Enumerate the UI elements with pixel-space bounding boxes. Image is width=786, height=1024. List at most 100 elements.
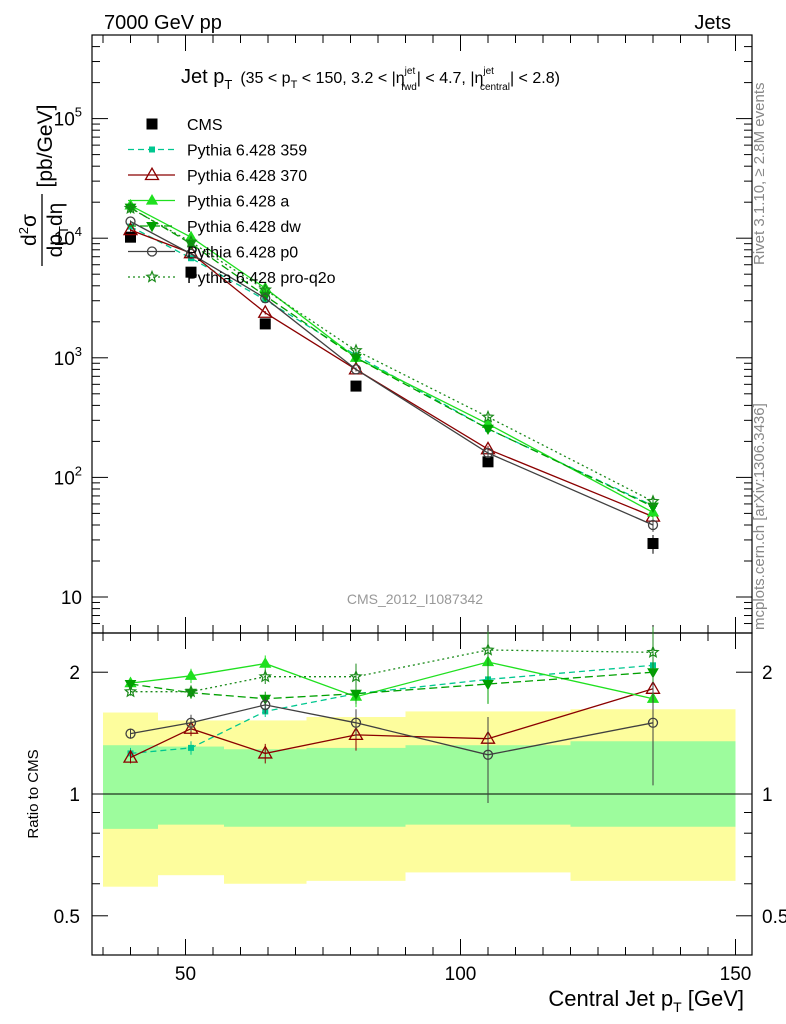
- ratio-point-pythia-6-428-pro-q2o: [184, 684, 198, 698]
- point-pythia-6-428-p0: [185, 248, 197, 259]
- main-ytick-label: 104: [54, 224, 82, 250]
- point-pythia-6-428-p0: [647, 519, 659, 531]
- point-pythia-6-428-pro-q2o: [184, 234, 198, 248]
- point-pythia-6-428-pro-q2o: [481, 409, 495, 423]
- xtick-label: 150: [720, 964, 752, 985]
- ratio-point-pythia-6-428-a: [184, 669, 198, 680]
- ratio-point-pythia-6-428-p0: [125, 728, 136, 739]
- ratio-line-pythia-6-428-p0: [130, 704, 654, 756]
- svg-text:d2σ: d2σ: [16, 214, 41, 246]
- ratio-point-pythia-6-428-359: [188, 744, 194, 751]
- legend-marker-pythia-6-428-a: [145, 193, 159, 205]
- point-cms: [125, 231, 136, 243]
- ratio-point-pythia-6-428-dw: [482, 680, 494, 691]
- ratio-line-pythia-6-428-359: [130, 664, 654, 755]
- legend-label-pythia-6-428-a: Pythia 6.428 a: [187, 194, 289, 211]
- ratio-line-pythia-6-428-dw: [130, 671, 654, 700]
- ratio-point-pythia-6-428-a: [259, 657, 272, 668]
- point-pythia-6-428-pro-q2o: [646, 494, 660, 508]
- legend-marker-pythia-6-428-pro-q2o: [145, 269, 159, 283]
- legend-label-pythia-6-428-p0: Pythia 6.428 p0: [187, 245, 298, 262]
- point-pythia-6-428-p0: [260, 293, 271, 304]
- point-pythia-6-428-dw: [482, 424, 494, 435]
- legend-label-pythia-6-428-pro-q2o: Pythia 6.428 pro-q2o: [187, 270, 336, 287]
- main-ytick-label: 10: [61, 588, 82, 609]
- legend-marker-pythia-6-428-dw: [146, 222, 158, 233]
- line-pythia-6-428-359: [130, 226, 654, 507]
- ratio-point-pythia-6-428-pro-q2o: [123, 684, 138, 698]
- axes: 10 102 103 104 105 0.5 0.5 1 1 2 2 50 100 150: [54, 34, 786, 985]
- legend-marker-pythia-6-428-370: [144, 166, 160, 181]
- legend-label-cms: CMS: [187, 117, 223, 134]
- point-cms: [647, 538, 659, 550]
- point-pythia-6-428-p0: [350, 364, 362, 375]
- main-ytick-label: 105: [54, 105, 82, 131]
- legend-label-pythia-6-428-359: Pythia 6.428 359: [187, 143, 307, 160]
- legend: CMS Pythia 6.428 359 Pythia 6.428 370 Pythi…: [128, 117, 336, 287]
- legend-marker-pythia-6-428-359: [149, 146, 155, 153]
- chart-title: Jet pT (35 < pT < 150, 3.2 < |ηjet fwd| < …: [181, 66, 560, 93]
- ratio-ytick-label-right: 1: [762, 785, 773, 806]
- ratio-point-pythia-6-428-pro-q2o: [349, 669, 363, 683]
- ratio-ytick-label-right: 0.5: [762, 907, 786, 928]
- point-pythia-6-428-pro-q2o: [123, 201, 138, 214]
- ratio-point-pythia-6-428-p0: [350, 717, 362, 728]
- line-pythia-6-428-a: [130, 204, 654, 513]
- line-pythia-6-428-dw: [130, 207, 654, 508]
- main-series: [122, 198, 661, 554]
- ratio-point-pythia-6-428-370: [183, 720, 199, 734]
- ratio-point-pythia-6-428-370: [348, 726, 364, 741]
- point-cms: [482, 456, 494, 468]
- main-ytick-label: 102: [54, 463, 82, 489]
- main-ytick-label: 103: [54, 344, 82, 370]
- legend-label-pythia-6-428-dw: Pythia 6.428 dw: [187, 219, 301, 236]
- ratio-line-pythia-6-428-pro-q2o: [130, 649, 654, 693]
- watermark: CMS_2012_I1087342: [347, 591, 483, 607]
- ratio-ytick-label-right: 2: [762, 663, 773, 684]
- point-pythia-6-428-p0: [482, 447, 494, 459]
- xtick-label: 50: [175, 964, 196, 985]
- svg-text:dpTdη: dpTdη: [44, 203, 71, 258]
- legend-label-pythia-6-428-370: Pythia 6.428 370: [187, 168, 307, 185]
- ratio-ylabel: Ratio to CMS: [25, 749, 42, 838]
- ratio-point-pythia-6-428-p0: [482, 749, 494, 760]
- ratio-point-pythia-6-428-pro-q2o: [258, 669, 273, 683]
- band-inner-3: [306, 747, 406, 827]
- mcplots-label: mcplots.cern.ch [arXiv:1306.3436]: [751, 403, 768, 630]
- ratio-ytick-label: 0.5: [54, 907, 80, 928]
- point-pythia-6-428-pro-q2o: [349, 343, 363, 357]
- ratio-series: [122, 626, 661, 804]
- ratio-point-pythia-6-428-370: [122, 749, 139, 763]
- header-right: Jets: [694, 12, 731, 34]
- point-pythia-6-428-370: [122, 221, 139, 236]
- legend-marker-cms: [146, 118, 158, 130]
- ratio-ytick-label: 2: [69, 663, 80, 684]
- point-cms: [259, 318, 271, 330]
- rivet-label: Rivet 3.1.10, ≥ 2.8M events: [751, 83, 768, 266]
- point-cms: [350, 380, 362, 392]
- band-inner-1: [158, 746, 224, 825]
- line-pythia-6-428-pro-q2o: [130, 207, 654, 502]
- ratio-point-pythia-6-428-p0: [647, 717, 659, 728]
- ratio-point-pythia-6-428-pro-q2o: [646, 645, 660, 658]
- point-pythia-6-428-pro-q2o: [258, 282, 273, 296]
- svg-text:[pb/GeV]: [pb/GeV]: [34, 105, 57, 188]
- point-cms: [185, 266, 197, 278]
- header-left: 7000 GeV pp: [104, 12, 222, 34]
- ratio-ytick-label: 1: [69, 785, 80, 806]
- ratio-point-pythia-6-428-pro-q2o: [481, 642, 495, 656]
- main-ylabel: d2σ dpTdη [pb/GeV]: [16, 105, 71, 266]
- line-pythia-6-428-p0: [130, 220, 654, 526]
- xtick-label: 100: [445, 964, 477, 985]
- legend-marker-pythia-6-428-p0: [146, 246, 158, 257]
- ratio-line-pythia-6-428-370: [130, 688, 654, 759]
- ratio-point-pythia-6-428-p0: [185, 717, 197, 728]
- ratio-point-pythia-6-428-p0: [260, 699, 271, 711]
- line-pythia-6-428-370: [130, 229, 654, 518]
- xlabel: Central Jet pT [GeV]: [548, 986, 744, 1015]
- point-pythia-6-428-dw: [350, 353, 362, 365]
- ratio-line-pythia-6-428-a: [130, 661, 654, 700]
- ratio-point-pythia-6-428-370: [257, 745, 273, 759]
- point-pythia-6-428-370: [257, 304, 273, 318]
